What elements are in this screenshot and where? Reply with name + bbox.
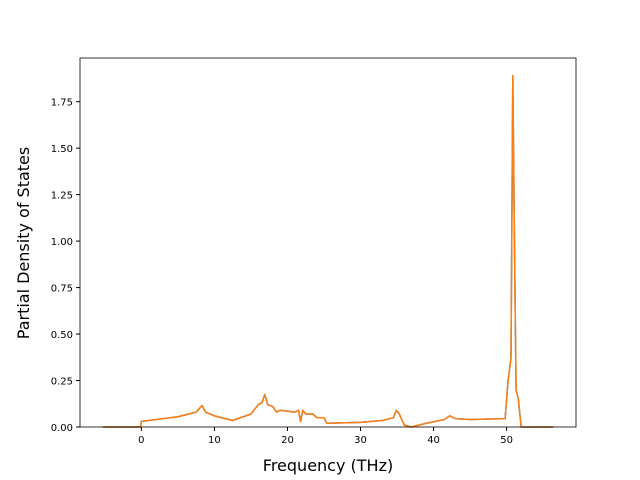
x-tick-label: 0 (138, 435, 144, 446)
x-tick-label: 30 (354, 435, 367, 446)
x-tick-label: 50 (500, 435, 513, 446)
y-tick-label: 0.50 (51, 330, 73, 341)
x-tick-label: 40 (427, 435, 440, 446)
y-tick-label: 0.75 (51, 284, 73, 295)
x-tick-label: 10 (208, 435, 221, 446)
y-tick-label: 1.50 (51, 144, 73, 155)
y-tick-label: 1.25 (51, 191, 73, 202)
x-axis-label: Frequency (THz) (263, 456, 393, 475)
x-tick-label: 20 (281, 435, 294, 446)
y-tick-label: 1.00 (51, 237, 73, 248)
plot-frame (79, 57, 577, 428)
line (102, 74, 554, 428)
y-axis-label: Partial Density of States (14, 147, 33, 339)
y-tick-label: 1.75 (51, 98, 73, 109)
y-tick-label: 0.25 (51, 377, 73, 388)
line (102, 74, 554, 428)
y-tick-label: 0.00 (51, 423, 73, 434)
